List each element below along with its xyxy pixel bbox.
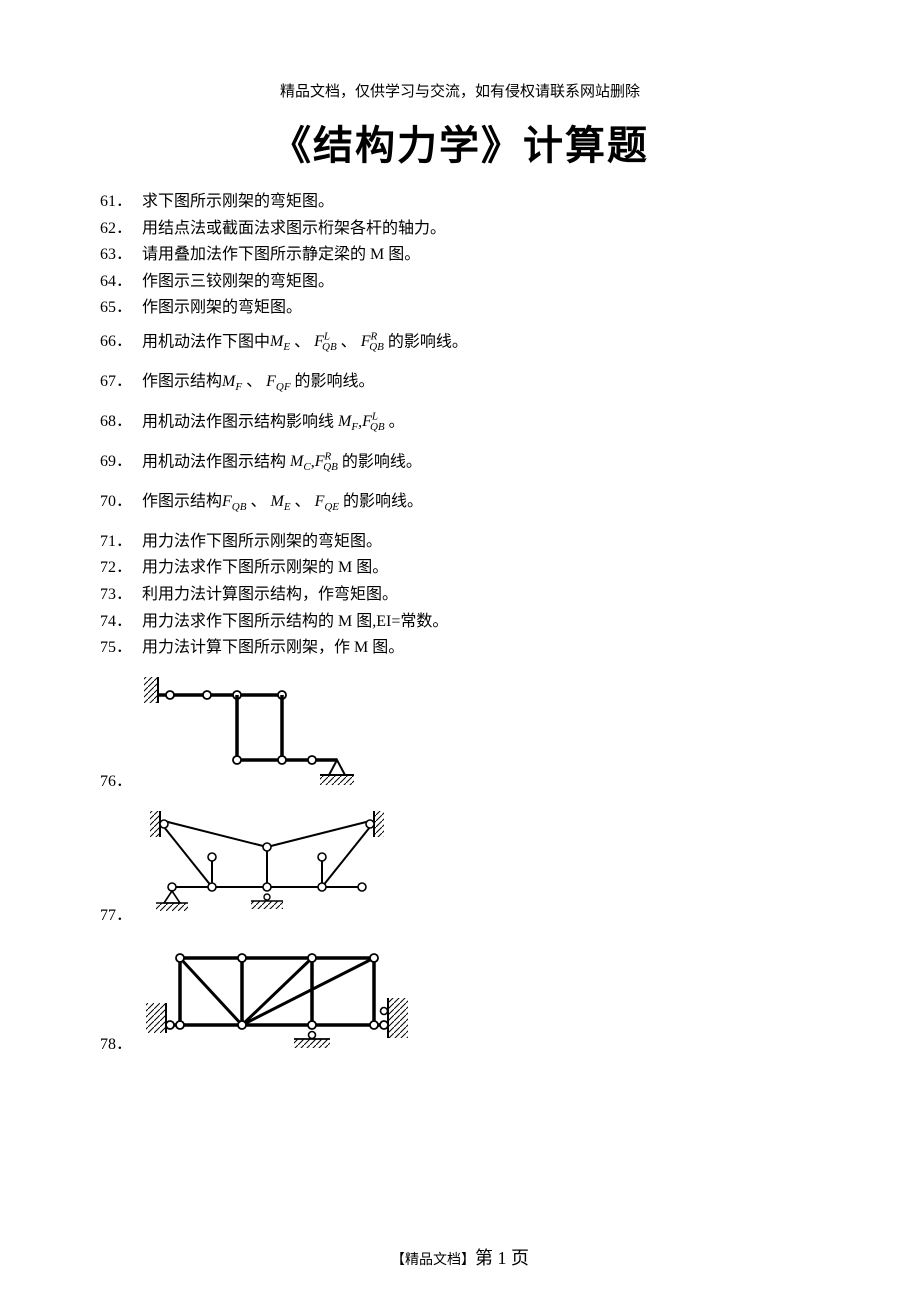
math-symbol: FQF [266,373,290,390]
math-symbol: MC [290,453,311,470]
item-text: 用力法计算下图所示刚架，作 M 图。 [142,635,820,661]
problem-72: 72． 用力法求作下图所示刚架的 M 图。 [100,555,820,581]
main-title: 《结构力学》计算题 [100,113,820,171]
item-number: 75． [100,635,142,661]
footer-page-prefix: 第 [475,1248,493,1268]
item-number: 69． [100,449,142,475]
problem-74: 74． 用力法求作下图所示结构的 M 图,EI=常数。 [100,609,820,635]
footer-label: 【精品文档】 [391,1253,475,1268]
item-number: 65． [100,295,142,321]
item-number: 78． [100,1030,142,1058]
problem-62: 62． 用结点法或截面法求图示桁架各杆的轴力。 [100,216,820,242]
item-text: 作图示结构MF 、 FQF 的影响线。 [142,369,820,397]
item-text: 作图示结构FQB 、 ME 、 FQE 的影响线。 [142,489,820,517]
math-symbol: FLQB [362,413,385,430]
problem-78: 78． [100,943,820,1058]
math-symbol: FRQB [361,333,384,350]
text-post: 的影响线。 [388,333,468,350]
text-pre: 作图示结构 [142,373,222,390]
problem-77: 77． [100,809,820,929]
item-text: 用机动法作图示结构影响线 MF,FLQB 。 [142,409,820,437]
item-text: 请用叠加法作下图所示静定梁的 M 图。 [142,242,820,268]
problem-list: 61． 求下图所示刚架的弯矩图。 62． 用结点法或截面法求图示桁架各杆的轴力。… [100,189,820,1058]
text-post: 。 [389,413,405,430]
math-symbol: FRQB [315,453,338,470]
separator: 、 [295,493,311,510]
text-pre: 用机动法作图示结构影响线 [142,413,334,430]
math-symbol: FQB [222,493,246,510]
item-text: 作图示三铰刚架的弯矩图。 [142,269,820,295]
frame-diagram-icon [142,675,362,795]
item-text: 用力法求作下图所示结构的 M 图,EI=常数。 [142,609,820,635]
truss-frame-diagram-icon [142,943,422,1058]
item-text: 利用力法计算图示结构，作弯矩图。 [142,582,820,608]
problem-65: 65． 作图示刚架的弯矩图。 [100,295,820,321]
problem-75: 75． 用力法计算下图所示刚架，作 M 图。 [100,635,820,661]
problem-73: 73． 利用力法计算图示结构，作弯矩图。 [100,582,820,608]
math-symbol: FLQB [314,333,337,350]
math-symbol: FQE [315,493,339,510]
page-footer: 【精品文档】第 1 页 [0,1244,920,1270]
math-symbol: ME [270,333,290,350]
text-pre: 用机动法作下图中 [142,333,270,350]
item-number: 63． [100,242,142,268]
problem-76: 76． [100,675,820,795]
problem-66: 66． 用机动法作下图中ME 、 FLQB 、 FRQB 的影响线。 [100,329,820,357]
problem-64: 64． 作图示三铰刚架的弯矩图。 [100,269,820,295]
item-number: 70． [100,489,142,515]
footer-page-suffix: 页 [511,1248,529,1268]
separator: 、 [294,333,310,350]
item-number: 71． [100,529,142,555]
footer-page-number: 1 [498,1248,507,1268]
problem-67: 67． 作图示结构MF 、 FQF 的影响线。 [100,369,820,397]
problem-61: 61． 求下图所示刚架的弯矩图。 [100,189,820,215]
item-number: 62． [100,216,142,242]
item-number: 74． [100,609,142,635]
item-number: 77． [100,901,142,929]
problem-63: 63． 请用叠加法作下图所示静定梁的 M 图。 [100,242,820,268]
math-symbol: ME [270,493,290,510]
item-text: 用力法作下图所示刚架的弯矩图。 [142,529,820,555]
truss-diagram-icon [142,809,402,929]
item-number: 76． [100,767,142,795]
item-number: 72． [100,555,142,581]
text-post: 的影响线。 [295,373,375,390]
item-number: 66． [100,329,142,355]
math-symbol: MF [222,373,242,390]
problem-69: 69． 用机动法作图示结构 MC,FRQB 的影响线。 [100,449,820,477]
text-post: 的影响线。 [343,493,423,510]
problem-71: 71． 用力法作下图所示刚架的弯矩图。 [100,529,820,555]
item-number: 67． [100,369,142,395]
item-text: 用结点法或截面法求图示桁架各杆的轴力。 [142,216,820,242]
text-pre: 用机动法作图示结构 [142,453,286,470]
header-notice: 精品文档，仅供学习与交流，如有侵权请联系网站删除 [100,80,820,101]
problem-70: 70． 作图示结构FQB 、 ME 、 FQE 的影响线。 [100,489,820,517]
separator: 、 [246,373,262,390]
item-number: 64． [100,269,142,295]
item-text: 用机动法作下图中ME 、 FLQB 、 FRQB 的影响线。 [142,329,820,357]
separator: 、 [250,493,266,510]
item-text: 用机动法作图示结构 MC,FRQB 的影响线。 [142,449,820,477]
item-text: 用力法求作下图所示刚架的 M 图。 [142,555,820,581]
item-number: 73． [100,582,142,608]
problem-68: 68． 用机动法作图示结构影响线 MF,FLQB 。 [100,409,820,437]
item-text: 求下图所示刚架的弯矩图。 [142,189,820,215]
item-number: 68． [100,409,142,435]
item-text: 作图示刚架的弯矩图。 [142,295,820,321]
text-post: 的影响线。 [342,453,422,470]
separator: 、 [341,333,357,350]
math-symbol: MF [338,413,358,430]
item-number: 61． [100,189,142,215]
text-pre: 作图示结构 [142,493,222,510]
